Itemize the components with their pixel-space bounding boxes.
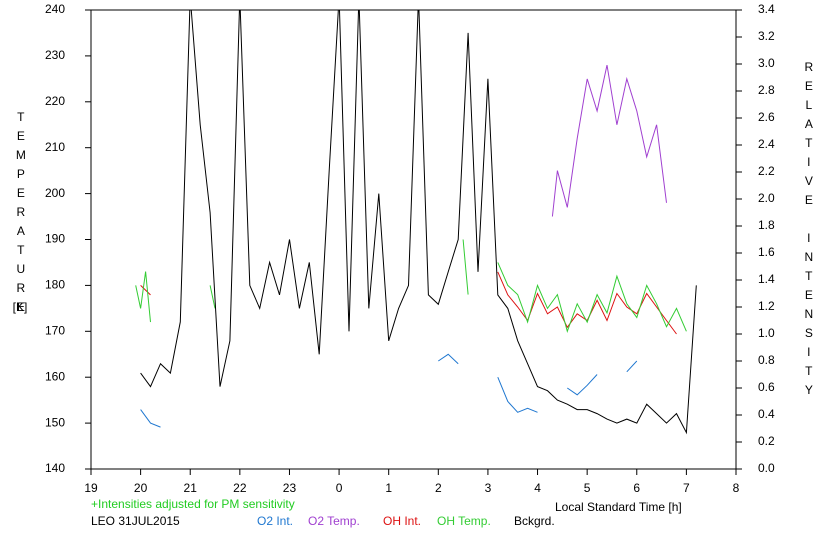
y-tick-label: 240: [45, 2, 65, 16]
y-axis-unit: [K]: [13, 300, 28, 314]
legend-entry: O2 Int.: [257, 514, 293, 528]
x-tick-label: 7: [683, 481, 690, 495]
plot-area: [135, 10, 697, 435]
legend-entry: O2 Temp.: [308, 514, 360, 528]
x-tick-label: 6: [633, 481, 640, 495]
y-tick-label: 190: [45, 232, 65, 246]
y2-tick-label: 2.0: [758, 191, 775, 205]
legend-entry: OH Int.: [383, 514, 421, 528]
y2-tick-label: 0.4: [758, 407, 775, 421]
y2-tick-label: 2.4: [758, 137, 775, 151]
x-tick-label: 5: [584, 481, 591, 495]
series-line: [135, 239, 687, 333]
y2-tick-label: 0.6: [758, 380, 775, 394]
y-tick-label: 210: [45, 140, 65, 154]
y2-tick-label: 2.6: [758, 110, 775, 124]
y-tick-label: 200: [45, 186, 65, 200]
y-axis-label: TEMPERATURE: [14, 110, 28, 319]
y2-tick-label: 1.0: [758, 326, 775, 340]
x-axis-label: Local Standard Time [h]: [555, 500, 682, 514]
y2-tick-label: 1.6: [758, 245, 775, 259]
x-tick-label: 21: [184, 481, 198, 495]
y2-tick-label: 0.0: [758, 461, 775, 475]
y2-tick-label: 0.8: [758, 353, 775, 367]
x-tick-label: 8: [733, 481, 740, 495]
y2-tick-label: 2.8: [758, 83, 775, 97]
y-tick-label: 230: [45, 48, 65, 62]
y-tick-label: 150: [45, 415, 65, 429]
legend-entry: Bckgrd.: [514, 514, 555, 528]
series-line: [140, 353, 638, 428]
y2-tick-label: 3.0: [758, 56, 775, 70]
x-tick-label: 4: [534, 481, 541, 495]
y-tick-label: 180: [45, 278, 65, 292]
x-tick-label: 0: [336, 481, 343, 495]
series-line: [551, 64, 667, 217]
y-tick-label: 160: [45, 369, 65, 383]
y-tick-label: 140: [45, 461, 65, 475]
y2-tick-label: 1.8: [758, 218, 775, 232]
y-tick-label: 170: [45, 323, 65, 337]
y2-tick-label: 1.4: [758, 272, 775, 286]
y-tick-label: 220: [45, 94, 65, 108]
x-tick-label: 19: [84, 481, 98, 495]
y2-axis-label: RELATIVE INTENSITY: [802, 60, 816, 402]
x-tick-label: 23: [283, 481, 297, 495]
y2-tick-label: 1.2: [758, 299, 775, 313]
series-line: [140, 10, 697, 435]
x-tick-label: 20: [134, 481, 148, 495]
note: +Intensities adjusted for PM sensitivity: [91, 497, 295, 511]
x-tick-label: 22: [233, 481, 247, 495]
y2-tick-label: 0.2: [758, 434, 775, 448]
x-tick-label: 2: [435, 481, 442, 495]
y2-tick-label: 3.2: [758, 29, 775, 43]
x-tick-label: 1: [385, 481, 392, 495]
y2-tick-label: 3.4: [758, 2, 775, 16]
x-tick-label: 3: [485, 481, 492, 495]
y2-tick-label: 2.2: [758, 164, 775, 178]
legend-entry: OH Temp.: [437, 514, 491, 528]
station-label: LEO 31JUL2015: [91, 514, 180, 528]
